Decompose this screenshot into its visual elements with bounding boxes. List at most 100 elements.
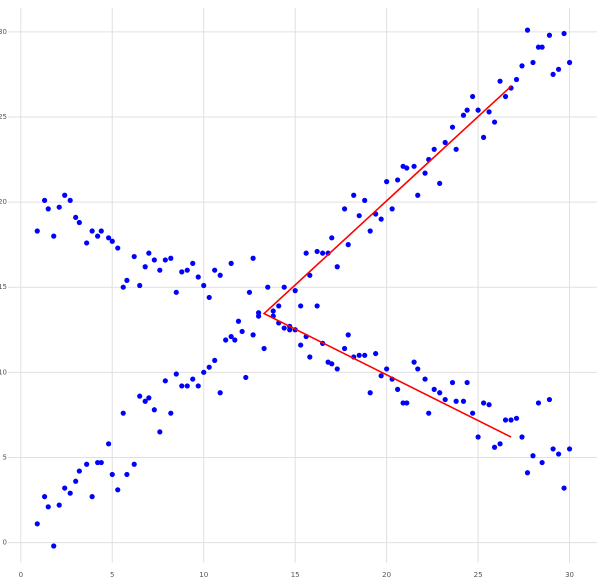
point [109, 238, 115, 244]
point [453, 398, 459, 404]
point [475, 434, 481, 440]
x-tick-label: 25 [474, 571, 483, 579]
point [546, 396, 553, 403]
point [151, 407, 157, 413]
point [426, 410, 432, 416]
point [404, 165, 410, 171]
point [524, 470, 531, 476]
point [115, 487, 121, 493]
point [120, 410, 126, 416]
point [120, 284, 126, 290]
point [56, 204, 62, 210]
point [502, 417, 509, 423]
x-tick-label: 5 [110, 571, 114, 579]
point [411, 359, 417, 365]
point [449, 124, 456, 130]
point [535, 400, 542, 406]
point [453, 146, 459, 152]
point [475, 107, 481, 113]
point [179, 383, 185, 389]
point [250, 255, 256, 261]
point [146, 250, 152, 256]
point [555, 451, 562, 457]
point [228, 333, 234, 340]
point [84, 240, 90, 246]
point [470, 93, 476, 100]
point [239, 328, 245, 335]
point [460, 112, 467, 118]
point [464, 107, 470, 113]
point [84, 461, 90, 467]
point [131, 461, 137, 467]
point [404, 400, 410, 406]
point [535, 44, 542, 50]
point [480, 400, 487, 406]
point [212, 357, 218, 364]
point [162, 257, 168, 263]
x-tick-label: 30 [565, 571, 574, 579]
point [89, 228, 95, 234]
point [173, 371, 179, 377]
point [524, 27, 531, 33]
point [95, 233, 101, 239]
point [168, 255, 174, 261]
point [243, 374, 249, 381]
point [367, 390, 373, 396]
point [76, 468, 82, 474]
point [137, 393, 143, 399]
point [62, 192, 68, 198]
point [179, 269, 185, 275]
point [341, 206, 348, 212]
point [261, 345, 267, 352]
y-tick-label: 5 [3, 453, 7, 461]
point [307, 354, 313, 360]
point [530, 59, 536, 66]
y-tick-label: 30 [0, 28, 7, 36]
point [334, 264, 340, 270]
point [395, 386, 401, 392]
point [362, 197, 368, 203]
point [51, 543, 57, 549]
point [206, 294, 212, 301]
point [41, 197, 48, 203]
point [115, 245, 121, 251]
point [314, 303, 320, 309]
point [157, 267, 163, 273]
point [345, 332, 351, 338]
point [232, 337, 238, 343]
point [124, 277, 130, 283]
point [217, 390, 223, 396]
point [292, 288, 298, 294]
point [246, 289, 253, 295]
point [206, 364, 212, 370]
point [442, 396, 448, 403]
point [142, 398, 148, 404]
point [384, 366, 390, 372]
point [281, 284, 287, 290]
point [303, 250, 309, 256]
point [89, 494, 95, 500]
point [356, 213, 362, 219]
point [356, 352, 362, 358]
point [190, 260, 196, 266]
point [142, 264, 148, 270]
point [431, 146, 437, 152]
y-tick-label: 15 [0, 283, 7, 291]
point [124, 471, 130, 478]
point [497, 78, 503, 84]
point [480, 134, 487, 140]
point [378, 373, 384, 379]
point [95, 459, 101, 466]
point [67, 197, 73, 203]
point [235, 318, 242, 324]
point [437, 180, 443, 186]
point [449, 379, 456, 386]
point [45, 504, 51, 510]
point [367, 228, 373, 234]
point [550, 446, 556, 452]
point [281, 325, 287, 331]
point [334, 366, 340, 372]
point [109, 471, 115, 478]
x-tick-label: 10 [199, 571, 208, 579]
